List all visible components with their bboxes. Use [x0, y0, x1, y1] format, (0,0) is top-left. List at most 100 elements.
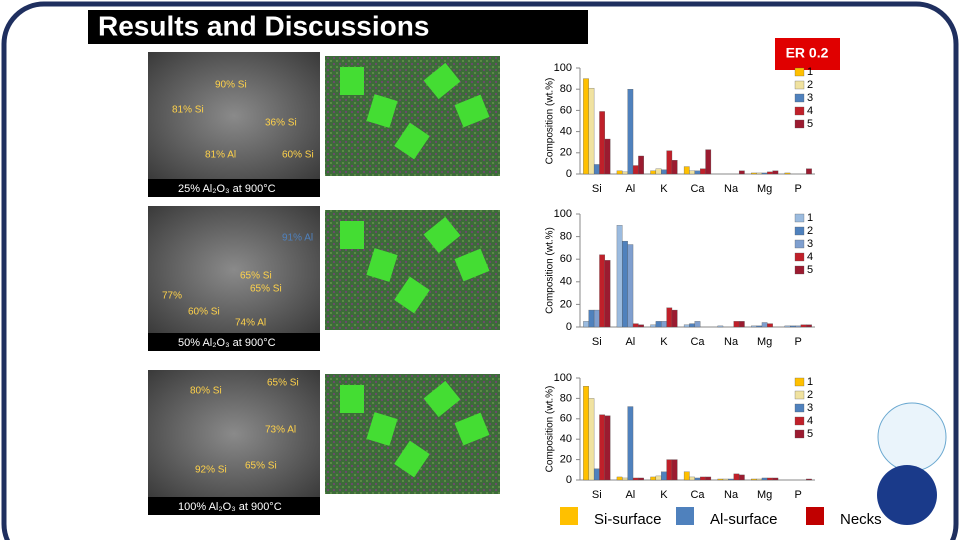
grain	[394, 440, 430, 478]
bar	[627, 89, 634, 175]
bar	[756, 325, 763, 328]
legend-label: 3	[807, 92, 813, 104]
legend-label: 3	[807, 238, 813, 250]
title: Results and Discussions	[98, 10, 429, 41]
bar	[583, 386, 589, 481]
bar	[784, 172, 791, 175]
legend-swatch	[794, 252, 805, 262]
y-axis-label: Composition (wt.%)	[545, 227, 556, 314]
image-label: 91% Al	[282, 233, 313, 244]
bar	[666, 307, 673, 328]
legend-swatch	[794, 377, 805, 387]
bar	[700, 168, 706, 175]
image-label: 81% Al	[205, 150, 236, 161]
bar	[655, 168, 662, 175]
grain	[454, 248, 490, 282]
caption: 100% Al₂O₃ at 900°C	[178, 501, 282, 513]
bar	[627, 244, 634, 328]
bar	[622, 171, 628, 175]
legend-label: 2	[807, 79, 813, 91]
legend-label: 2	[807, 225, 813, 237]
bar	[650, 324, 657, 328]
bar	[806, 478, 812, 481]
grain	[340, 67, 364, 95]
legend-swatch	[794, 106, 805, 116]
legend-swatch	[794, 403, 805, 413]
image-label: 77%	[162, 291, 182, 302]
bar	[738, 474, 745, 481]
grain	[366, 412, 398, 446]
sem-image	[148, 206, 320, 334]
legend-swatch	[794, 429, 805, 439]
grain	[454, 412, 490, 446]
bar	[784, 325, 791, 328]
x-tick-label: P	[795, 183, 802, 195]
bar	[604, 415, 611, 481]
legend-label: Si-surface	[594, 511, 662, 528]
x-tick-label: Si	[592, 489, 602, 501]
legend-label: 2	[807, 389, 813, 401]
y-tick-label: 0	[566, 474, 572, 486]
bar	[683, 471, 690, 481]
bar	[751, 325, 757, 328]
bar	[761, 477, 768, 481]
grain	[423, 380, 461, 418]
image-label: 60% Si	[188, 307, 220, 318]
bar	[604, 260, 611, 328]
legend-label: 3	[807, 402, 813, 414]
y-tick-label: 80	[560, 392, 572, 404]
caption: 50% Al₂O₃ at 900°C	[178, 337, 276, 349]
legend-swatch	[794, 226, 805, 236]
bar	[751, 478, 757, 481]
y-tick-label: 40	[560, 126, 572, 138]
legend-label: Necks	[840, 511, 882, 528]
grain	[394, 276, 430, 314]
x-tick-label: K	[660, 336, 668, 348]
legend-label: 5	[807, 118, 813, 130]
bar	[622, 477, 628, 481]
image-label: 80% Si	[190, 386, 222, 397]
legend-swatch	[560, 507, 578, 525]
bar	[717, 325, 724, 328]
legend-swatch	[794, 416, 805, 426]
legend-swatch	[794, 119, 805, 129]
bar	[588, 87, 595, 175]
legend-swatch	[794, 93, 805, 103]
er-box	[775, 38, 840, 70]
bar	[655, 321, 662, 328]
grain	[340, 385, 364, 413]
y-tick-label: 60	[560, 413, 572, 425]
legend-swatch	[794, 239, 805, 249]
legend-label: 5	[807, 428, 813, 440]
bar	[671, 459, 678, 481]
bar	[689, 476, 695, 481]
bar	[806, 324, 812, 328]
bar	[689, 323, 695, 328]
grain	[423, 216, 461, 254]
grain	[423, 62, 461, 100]
bar	[593, 164, 600, 175]
legend-swatch	[794, 80, 805, 90]
x-tick-label: P	[795, 336, 802, 348]
legend-label: 1	[807, 66, 813, 78]
bar	[661, 169, 667, 175]
grain	[366, 248, 398, 282]
x-tick-label: P	[795, 489, 802, 501]
legend-swatch	[794, 67, 805, 77]
image-label: 73% Al	[265, 425, 296, 436]
bar	[666, 459, 673, 481]
image-label: 92% Si	[195, 465, 227, 476]
legend-swatch	[794, 265, 805, 275]
legend-swatch	[794, 390, 805, 400]
y-tick-label: 0	[566, 321, 572, 333]
y-tick-label: 60	[560, 104, 572, 116]
x-tick-label: Na	[724, 336, 739, 348]
x-tick-label: Al	[625, 183, 635, 195]
y-tick-label: 80	[560, 83, 572, 95]
bar	[622, 240, 628, 328]
bar	[700, 476, 706, 481]
bar	[650, 476, 657, 481]
title-box	[88, 10, 588, 44]
grain	[394, 122, 430, 160]
